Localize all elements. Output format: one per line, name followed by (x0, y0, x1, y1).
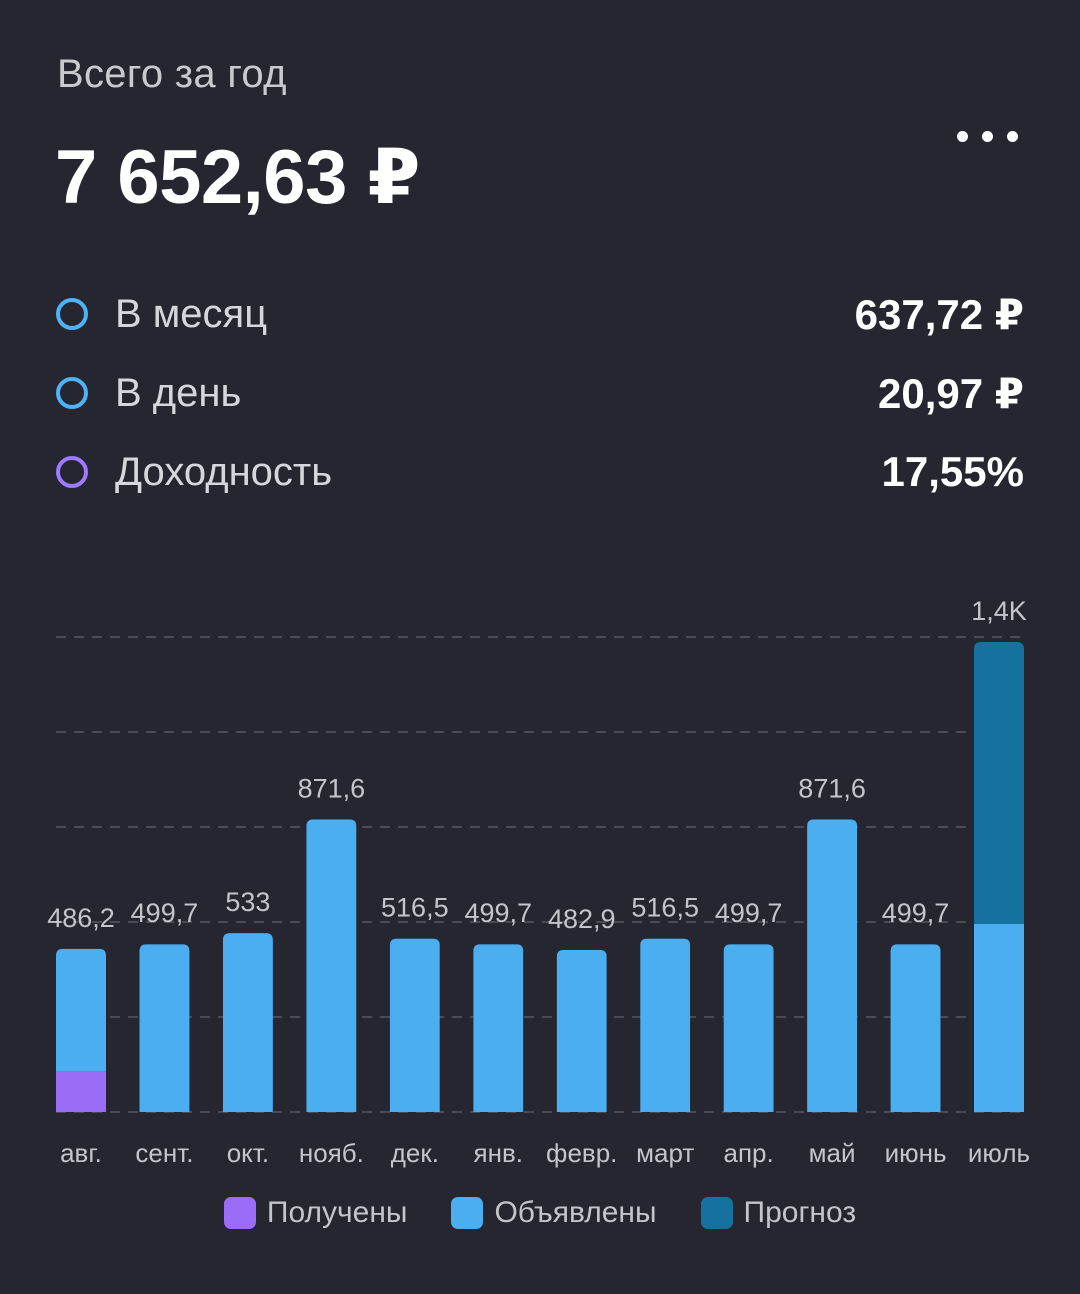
page-subtitle: Всего за год (57, 52, 287, 96)
x-tick-label: сент. (135, 1138, 193, 1168)
bar-announced (306, 819, 357, 1112)
bar-announced (556, 949, 607, 1112)
bar-announced (974, 924, 1024, 1112)
x-tick-label: янв. (474, 1138, 523, 1168)
bar-value-label: 499,7 (882, 898, 950, 928)
bar-announced (56, 948, 106, 1072)
bar-announced (389, 938, 440, 1112)
ring-icon (56, 377, 88, 409)
legend-item-announced[interactable]: Объявлены (451, 1196, 657, 1230)
more-horizontal-icon (956, 130, 1018, 142)
ring-icon (56, 456, 88, 488)
bar-announced (139, 944, 190, 1112)
bar-forecast (974, 642, 1024, 924)
legend-swatch-forecast (700, 1197, 733, 1229)
bar-announced (473, 944, 524, 1112)
x-tick-label: авг. (60, 1138, 102, 1168)
stat-value: 20,97 ₽ (878, 369, 1024, 417)
bar-value-label: 482,9 (548, 904, 616, 934)
bar-value-label: 533 (225, 887, 270, 917)
bar-received (56, 1071, 106, 1112)
stat-value: 637,72 ₽ (854, 290, 1024, 338)
legend-swatch-received (223, 1197, 256, 1229)
bar-value-label: 516,5 (381, 893, 449, 923)
bar-value-label: 871,6 (798, 773, 866, 803)
total-amount: 7 652,63 ₽ (55, 135, 420, 220)
stat-label: В день (115, 370, 242, 415)
legend-label: Объявлены (494, 1196, 657, 1229)
bar-value-label: 499,7 (464, 898, 532, 928)
stat-label: В месяц (115, 291, 268, 336)
bar-value-label: 516,5 (631, 893, 699, 923)
x-tick-label: февр. (546, 1138, 617, 1168)
chart-legend: Получены Объявлены Прогноз (0, 1196, 1080, 1230)
bar-value-label: 486,2 (47, 903, 115, 933)
legend-label: Прогноз (743, 1196, 857, 1229)
x-tick-label: дек. (391, 1138, 439, 1168)
bar-value-label: 1,4K (971, 596, 1027, 626)
x-tick-label: июль (968, 1138, 1030, 1168)
legend-item-forecast[interactable]: Прогноз (700, 1196, 857, 1230)
ring-icon (56, 298, 88, 330)
bar-value-label: 871,6 (298, 773, 366, 803)
bar-announced (890, 944, 941, 1112)
bar-value-label: 499,7 (715, 898, 783, 928)
x-tick-label: март (636, 1138, 694, 1168)
stat-value: 17,55% (881, 448, 1024, 495)
bar-announced (723, 944, 774, 1112)
more-options-button[interactable] (952, 118, 1022, 154)
stat-label: Доходность (115, 449, 333, 494)
legend-swatch-announced (451, 1197, 484, 1229)
stat-row-monthly: В месяц 637,72 ₽ (56, 289, 1024, 339)
dividends-bar-chart: 486,2 авг. 499,7 сент. 533 окт. 871,6 нояб. 516,… (47, 596, 1030, 1168)
x-tick-label: окт. (227, 1138, 269, 1168)
bar-value-label: 499,7 (131, 898, 199, 928)
bar-announced (640, 938, 691, 1112)
bar-announced (807, 819, 858, 1112)
x-tick-label: апр. (724, 1138, 774, 1168)
legend-label: Получены (266, 1196, 408, 1229)
x-tick-label: июнь (885, 1138, 947, 1168)
legend-item-received[interactable]: Получены (223, 1196, 408, 1230)
x-tick-label: май (809, 1138, 856, 1168)
bar-announced (222, 933, 273, 1112)
x-tick-label: нояб. (299, 1138, 364, 1168)
stat-row-yield: Доходность 17,55% (56, 447, 1024, 497)
stat-row-daily: В день 20,97 ₽ (56, 368, 1024, 418)
